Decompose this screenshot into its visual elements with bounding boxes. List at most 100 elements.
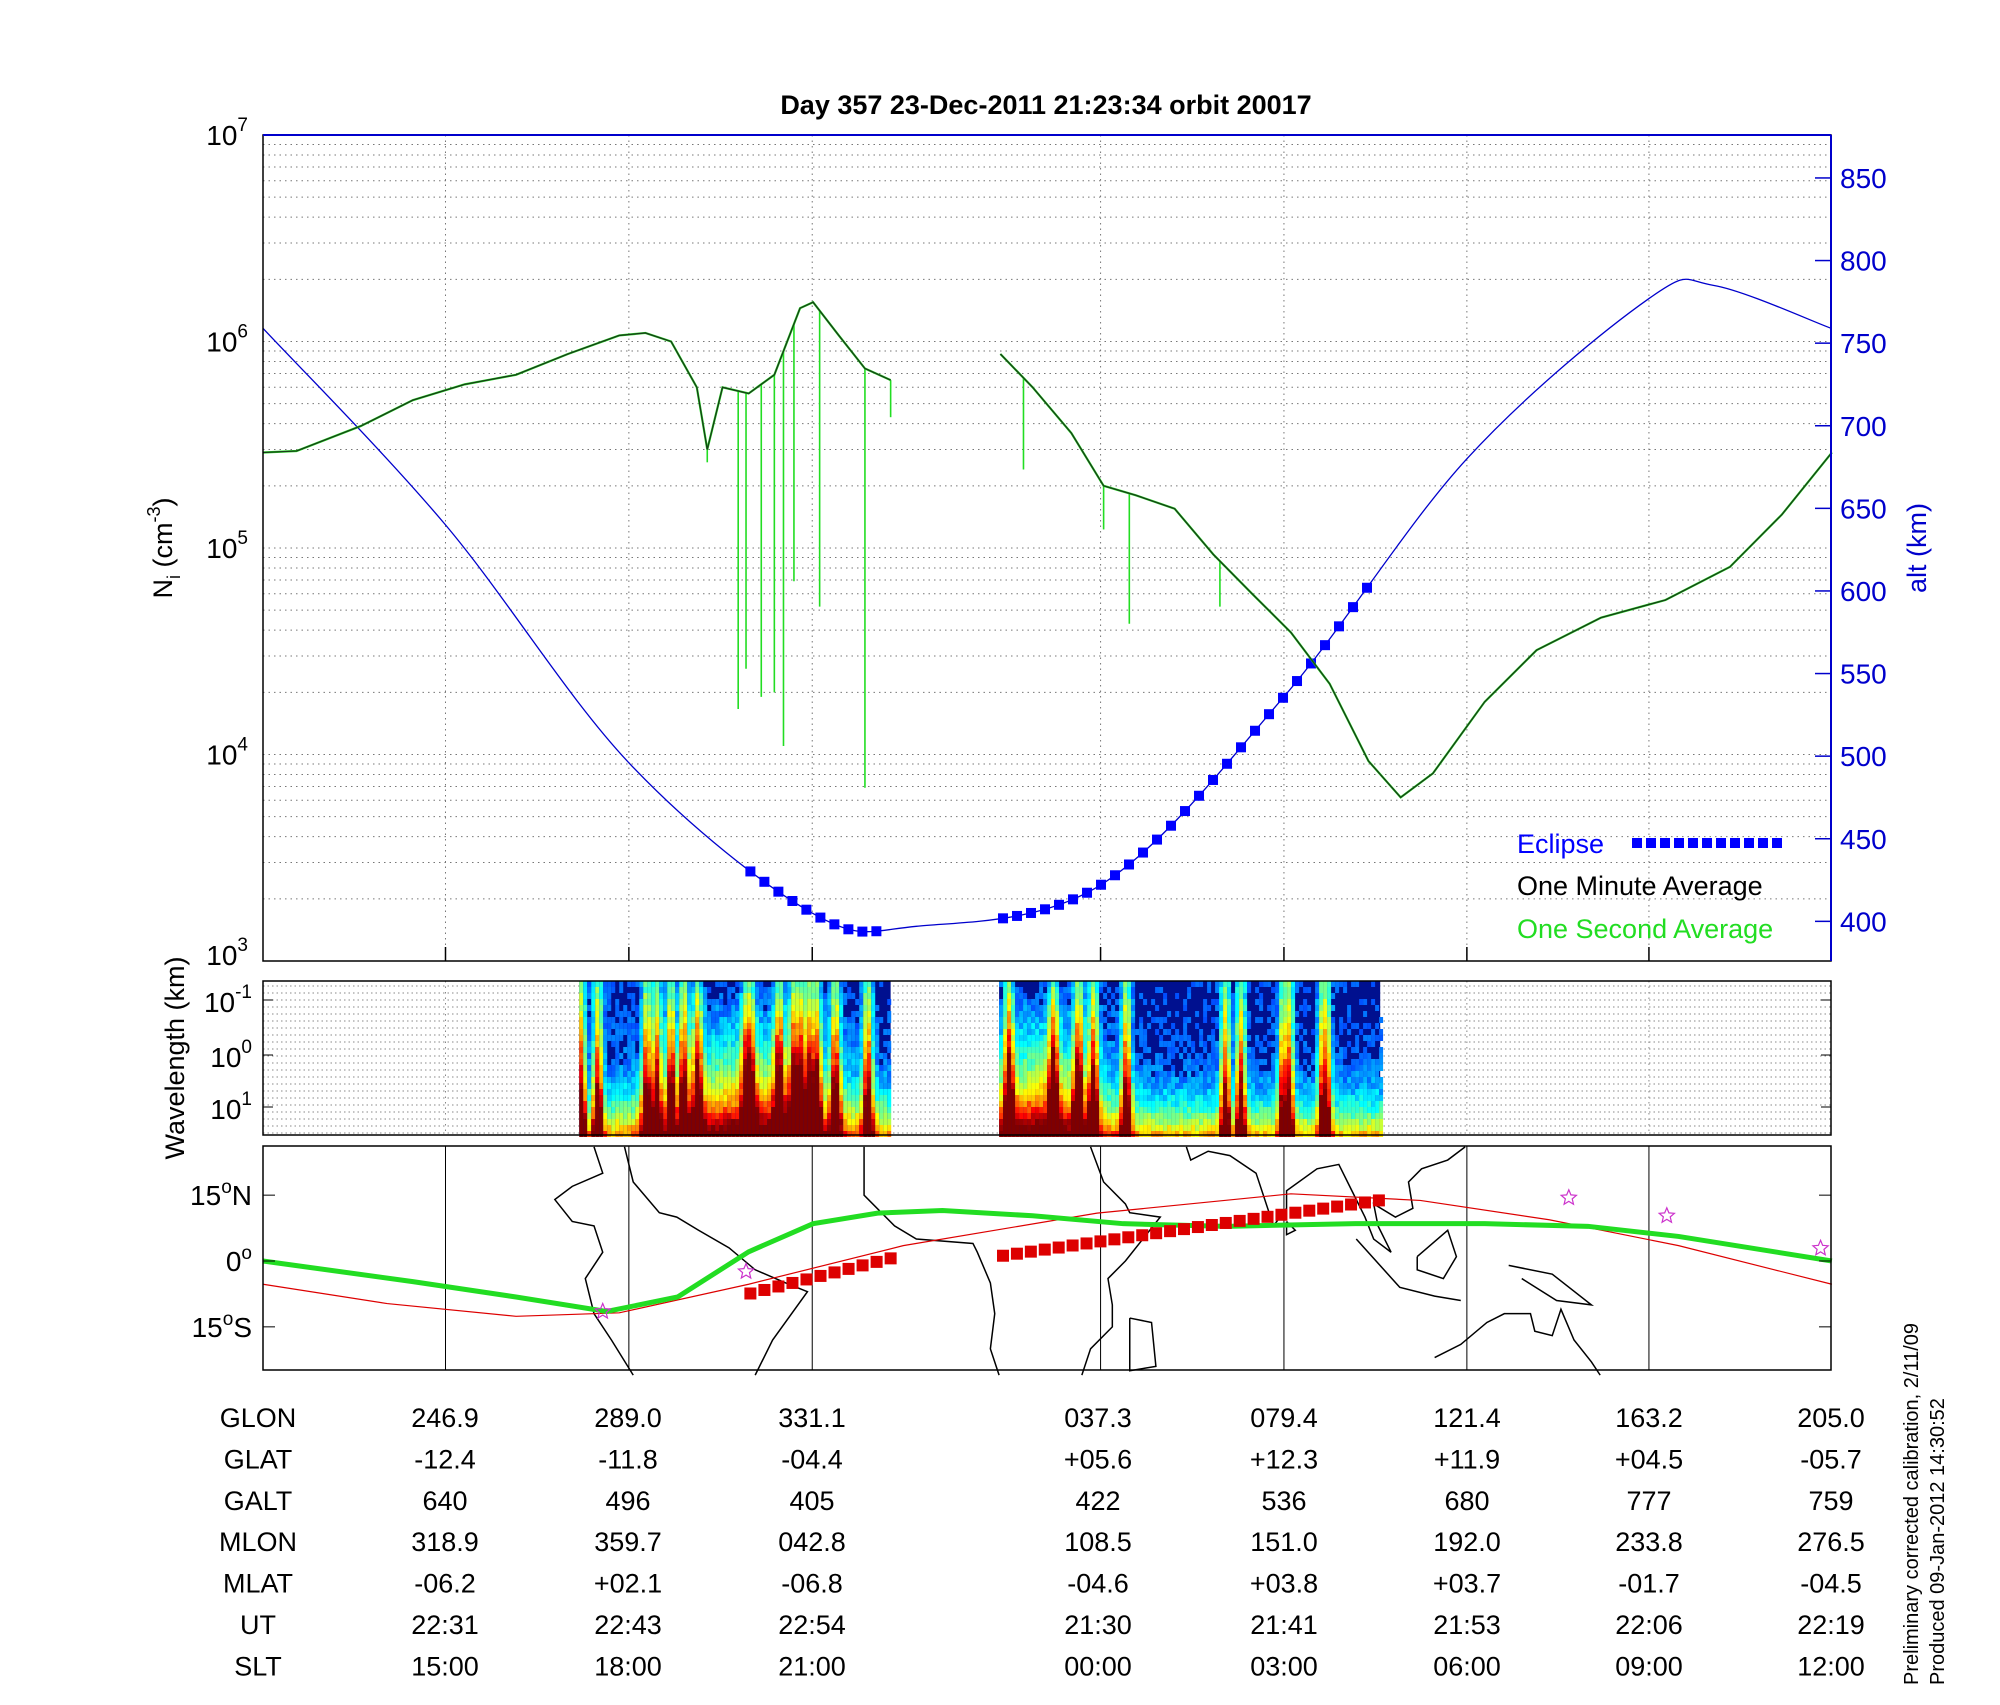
eclipse-track-marker <box>1275 1208 1288 1221</box>
spectrogram-cell <box>859 1095 864 1101</box>
spectrogram-cell <box>871 1077 876 1083</box>
spectrogram-cell <box>799 1017 804 1023</box>
spectrogram-cell <box>1171 1107 1176 1113</box>
spectrogram-cell <box>1011 981 1016 987</box>
spectrogram-cell <box>751 1041 756 1047</box>
spectrogram-cell <box>695 987 700 993</box>
spectrogram-cell <box>1315 1023 1320 1029</box>
spectrogram-cell <box>583 1125 588 1131</box>
spectrogram-cell <box>595 1119 600 1125</box>
spectrogram-cell <box>1095 1077 1100 1083</box>
spectrogram-cell <box>1115 1077 1120 1083</box>
spectrogram-cell <box>1051 1125 1056 1131</box>
spectrogram-cell <box>651 1047 656 1053</box>
spectrogram-cell <box>775 1023 780 1029</box>
spectrogram-cell <box>1007 1053 1012 1059</box>
spectrogram-cell <box>1327 1113 1332 1119</box>
spectrogram-cell <box>1215 981 1220 987</box>
spectrogram-cell <box>1331 1035 1336 1041</box>
spectrogram-cell <box>1323 1005 1328 1011</box>
spectrogram-cell <box>1115 1065 1120 1071</box>
spectrogram-cell <box>1235 1029 1240 1035</box>
spectrogram-cell <box>1359 1059 1364 1065</box>
spectrogram-cell <box>839 1059 844 1065</box>
spectrogram-cell <box>1227 1089 1232 1095</box>
spectrogram-cell <box>1367 1101 1372 1107</box>
spectrogram-cell <box>703 1059 708 1065</box>
spectrogram-cell <box>795 1059 800 1065</box>
spectrogram-cell <box>1035 1113 1040 1119</box>
spectrogram-cell <box>1379 1065 1384 1071</box>
spectrogram-cell <box>859 999 864 1005</box>
spectrogram-cell <box>1195 1101 1200 1107</box>
spectrogram-cell <box>615 1125 620 1131</box>
spectrogram-cell <box>1183 1101 1188 1107</box>
legend-square <box>1758 838 1768 848</box>
spectrogram-cell <box>643 1041 648 1047</box>
spectrogram-cell <box>815 1113 820 1119</box>
eclipse-track-marker <box>786 1276 799 1289</box>
spectrogram-cell <box>999 1005 1004 1011</box>
spectrogram-cell <box>1291 1077 1296 1083</box>
spectrogram-cell <box>1143 1035 1148 1041</box>
spectrogram-cell <box>1359 1131 1364 1137</box>
spectrogram-cell <box>1247 1065 1252 1071</box>
spectrogram-cell <box>1071 993 1076 999</box>
spectrogram-cell <box>727 993 732 999</box>
spectrogram-cell <box>1111 1101 1116 1107</box>
spectrogram-cell <box>1239 981 1244 987</box>
spectrogram-cell <box>759 1131 764 1137</box>
spectrogram-cell <box>579 1113 584 1119</box>
spectrogram-cell <box>687 1083 692 1089</box>
y-tick-label-left: 106 <box>206 322 248 358</box>
spectrogram-cell <box>695 1017 700 1023</box>
spectrogram-cell <box>1183 1029 1188 1035</box>
spectrogram-cell <box>791 1101 796 1107</box>
spectrogram-cell <box>1135 1083 1140 1089</box>
spectrogram-cell <box>643 1029 648 1035</box>
spectrogram-cell <box>651 993 656 999</box>
spectrogram-cell <box>583 1083 588 1089</box>
spectrogram-cell <box>671 1047 676 1053</box>
spectrogram-cell <box>863 1125 868 1131</box>
spectrogram-cell <box>631 1071 636 1077</box>
coastline <box>1434 1307 1601 1376</box>
spectrogram-cell <box>623 1023 628 1029</box>
spectrogram-cell <box>655 1065 660 1071</box>
spectrogram-cell <box>1223 1101 1228 1107</box>
spectrogram-cell <box>823 1125 828 1131</box>
spectrogram-cell <box>727 1035 732 1041</box>
eclipse-marker <box>773 886 784 897</box>
spectrogram-cell <box>1355 1131 1360 1137</box>
spectrogram-cell <box>795 1077 800 1083</box>
spectrogram-cell <box>1087 1077 1092 1083</box>
spectrogram-cell <box>1323 1059 1328 1065</box>
spectrogram-cell <box>839 1119 844 1125</box>
spectrogram-cell <box>667 1095 672 1101</box>
spectrogram-cell <box>763 1029 768 1035</box>
spectrogram-cell <box>1123 1005 1128 1011</box>
spectrogram-cell <box>1199 1119 1204 1125</box>
spectrogram-cell <box>879 1077 884 1083</box>
spectrogram-cell <box>583 1065 588 1071</box>
spectrogram-cell <box>1159 1059 1164 1065</box>
spectrogram-cell <box>1255 1083 1260 1089</box>
spectrogram-cell <box>819 1017 824 1023</box>
spectrogram-cell <box>779 1023 784 1029</box>
spectrogram-cell <box>1059 993 1064 999</box>
spectrogram-cell <box>1203 1089 1208 1095</box>
spectrogram-cell <box>591 1077 596 1083</box>
spectrogram-cell <box>1191 1083 1196 1089</box>
spectrogram-cell <box>771 1107 776 1113</box>
spectrogram-cell <box>767 1065 772 1071</box>
spectrogram-cell <box>615 1095 620 1101</box>
spectrogram-cell <box>783 1077 788 1083</box>
spectrogram-cell <box>811 1113 816 1119</box>
spectrogram-cell <box>1287 1017 1292 1023</box>
map-frame <box>262 1145 1832 1371</box>
spectrogram-cell <box>1075 1005 1080 1011</box>
spectrogram-cell <box>843 1017 848 1023</box>
table-cell: 359.7 <box>594 1527 662 1557</box>
spectrogram-cell <box>1083 1131 1088 1137</box>
spectrogram-cell <box>687 1089 692 1095</box>
